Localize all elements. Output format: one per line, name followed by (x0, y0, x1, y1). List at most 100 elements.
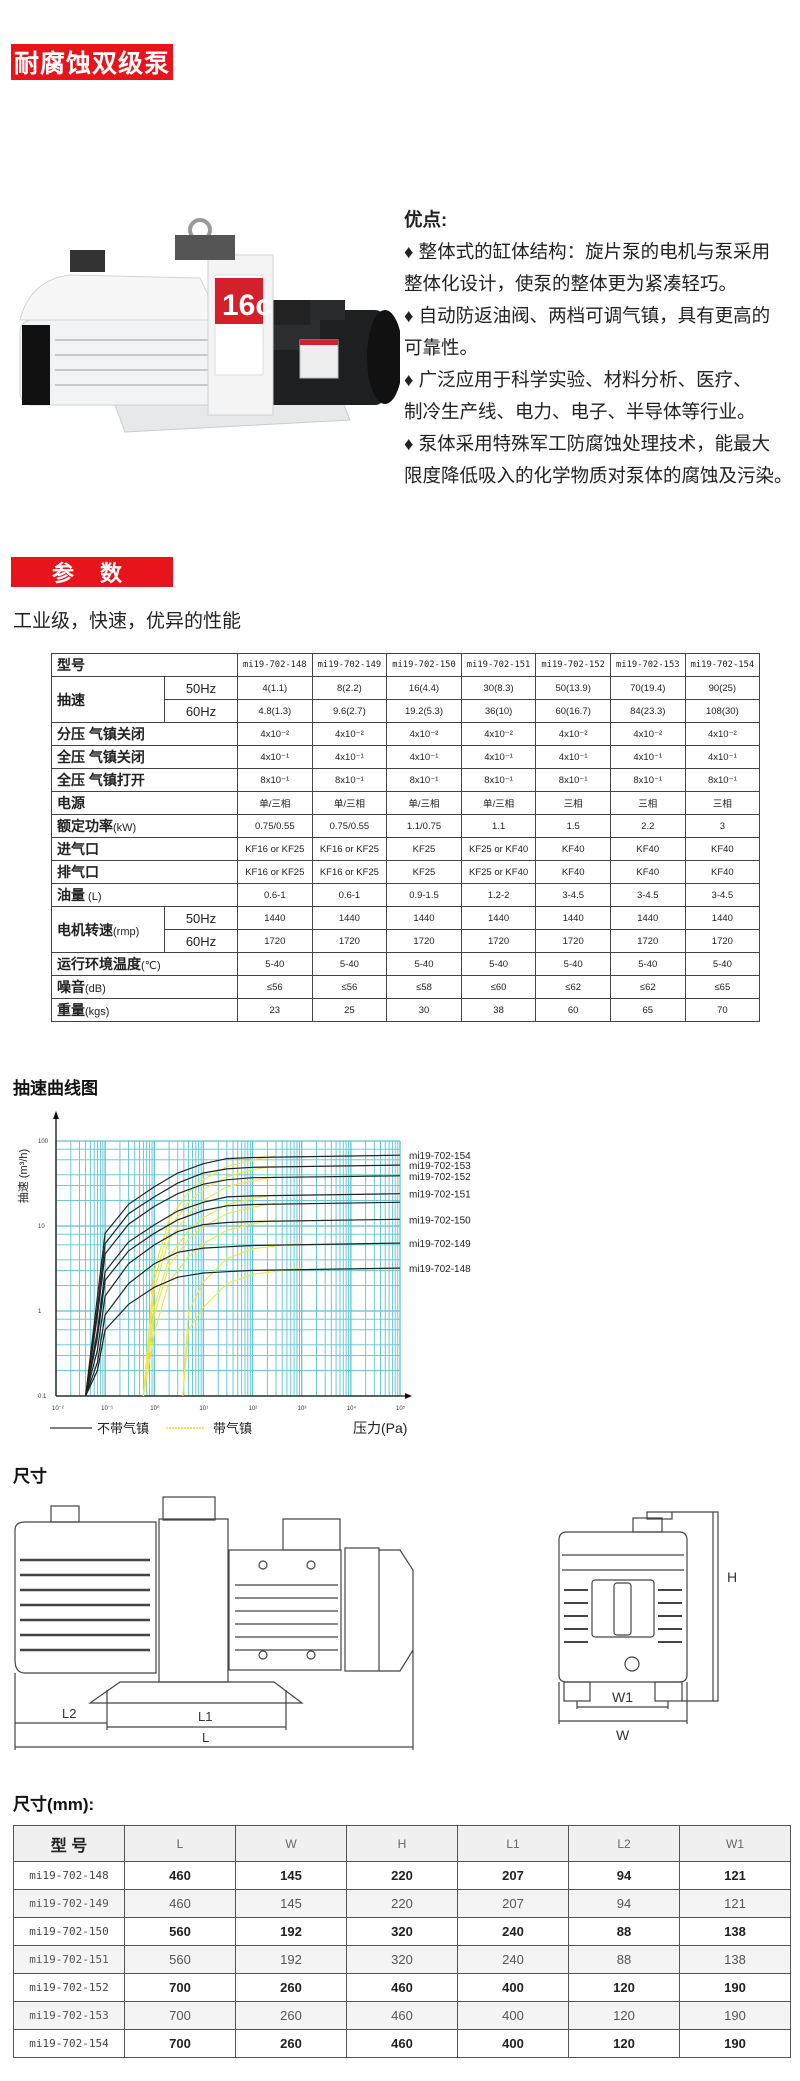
value-cell: 4x10⁻¹ (609, 745, 686, 769)
row-label-text: 全压 气镇打开 (57, 772, 145, 788)
value-cell: 23 (237, 998, 313, 1022)
series-line-no-gas-ballast (85, 1175, 401, 1397)
table-row: 电源 单/三相 单/三相 单/三相 单/三相 三相 三相 三相 (51, 791, 761, 815)
front-view-drawing: H W1 W (558, 1511, 737, 1743)
row-label: 重量(kgs) (51, 998, 238, 1022)
table-header-row: 型号 mi19-702-148 mi19-702-149 mi19-702-150 mi… (51, 653, 761, 677)
value-cell: 700 (124, 2029, 236, 2058)
table-row: 排气口 KF16 or KF25 KF16 or KF25 KF25 KF25 or K… (51, 860, 761, 884)
row-label-unit: (kW) (113, 822, 137, 834)
row-label-text: 电源 (57, 795, 85, 811)
value-cell: 108(30) (684, 699, 761, 723)
value-cell: ≤56 (237, 975, 313, 999)
y-axis-arrow-icon (53, 1111, 59, 1119)
value-cell: 4x10⁻² (684, 722, 761, 746)
value-cell: 70 (684, 998, 761, 1022)
value-cell: 1720 (386, 929, 462, 953)
value-cell: 单/三相 (311, 791, 388, 815)
table-row: 运行环境温度(℃) 5-40 5-40 5-40 5-40 5-40 5-40 5-40 (51, 952, 761, 976)
value-cell: KF16 or KF25 (237, 860, 313, 884)
advantages-block: 优点: ♦ 整体式的缸体结构：旋片泵的电机与泵采用 整体化设计，使泵的整体更为紧… (404, 204, 794, 492)
value-cell: 8x10⁻¹ (535, 768, 611, 792)
row-label: 油量 (L) (51, 883, 238, 907)
value-cell: 3-4.5 (609, 883, 686, 907)
table-row: mi19-702-150 560 192 320 240 88 138 (13, 1917, 791, 1946)
value-cell: 220 (346, 1861, 458, 1890)
model-cell: mi19-702-154 (684, 653, 761, 677)
value-cell: 192 (235, 1917, 347, 1946)
row-label: 分压 气镇关闭 (51, 722, 238, 746)
value-cell: 三相 (684, 791, 761, 815)
frequency-cell: 60Hz (164, 929, 238, 953)
pump-product-image: 16c (19, 218, 400, 433)
dim-label-l2: L2 (62, 1706, 76, 1721)
value-cell: 145 (235, 1889, 347, 1918)
value-cell: ≤62 (609, 975, 686, 999)
value-cell: 88 (568, 1917, 680, 1946)
y-tick-label: 100 (38, 1139, 49, 1145)
value-cell: 三相 (609, 791, 686, 815)
row-label-unit: (rmp) (113, 925, 140, 938)
value-cell: 94 (568, 1889, 680, 1918)
value-cell: 4x10⁻¹ (460, 745, 537, 769)
value-cell: 1.1/0.75 (386, 814, 462, 838)
series-label: mi19-702-154 (409, 1151, 471, 1162)
series-line-gas-ballast (142, 1219, 277, 1397)
row-label: 全压 气镇关闭 (51, 745, 238, 769)
advantage-line: 限度降低吸入的化学物质对泵体的腐蚀及污染。 (404, 465, 793, 486)
value-cell: 84(23.3) (609, 699, 686, 723)
series-label: mi19-702-152 (409, 1172, 471, 1183)
value-cell: 88 (568, 1945, 680, 1974)
advantage-line: ♦ 自动防返油阀、两档可调气镇，具有更高的 (404, 305, 771, 326)
value-cell: 1720 (535, 929, 611, 953)
value-cell: 4x10⁻¹ (684, 745, 761, 769)
x-tick-label: 10⁻² (52, 1406, 64, 1412)
x-tick-label: 10¹ (199, 1406, 208, 1412)
value-cell: 8x10⁻¹ (386, 768, 462, 792)
frequency-cell: 50Hz (164, 906, 238, 930)
model-cell: mi19-702-154 (13, 2029, 125, 2058)
value-cell: 60 (535, 998, 611, 1022)
value-cell: 0.6-1 (237, 883, 313, 907)
value-cell: 320 (346, 1945, 458, 1974)
column-header: L2 (568, 1825, 680, 1862)
row-label-unit: (kgs) (85, 1006, 110, 1018)
series-label: mi19-702-150 (409, 1215, 471, 1226)
table-row: mi19-702-153 700 260 460 400 120 190 (13, 2001, 791, 2030)
value-cell: 5-40 (460, 952, 537, 976)
y-tick-label: 0.1 (38, 1394, 47, 1400)
series-line-no-gas-ballast (85, 1201, 401, 1397)
value-cell: 1440 (535, 906, 611, 930)
value-cell: 4x10⁻² (535, 722, 611, 746)
table-row: mi19-702-149 460 145 220 207 94 121 (13, 1889, 791, 1918)
value-cell: 700 (124, 1973, 236, 2002)
value-cell: 260 (235, 2001, 347, 2030)
value-cell: ≤60 (460, 975, 537, 999)
series-line-no-gas-ballast (85, 1164, 401, 1397)
value-cell: 138 (679, 1917, 791, 1946)
pumping-speed-chart: 10⁻² 10⁻¹ 10⁰ 10¹ 10² 10³ 10⁴ 10⁵ 100 10 1 0.1 抽速 (m… (16, 1111, 471, 1436)
value-cell: 4x10⁻¹ (535, 745, 611, 769)
y-axis-label: 抽速 (m³/h) (16, 1149, 30, 1203)
model-label: 型号 (51, 653, 238, 677)
value-cell: 0.75/0.55 (311, 814, 388, 838)
legend-label: 不带气镇 (97, 1421, 149, 1436)
x-tick-label: 10⁵ (396, 1405, 406, 1412)
value-cell: 260 (235, 2029, 347, 2058)
value-cell: 240 (457, 1917, 569, 1946)
table-row: 电机转速(rmp) 50Hz 1440 1440 1440 1440 1440 1440 144… (51, 906, 761, 953)
model-cell: mi19-702-152 (535, 653, 611, 677)
advantage-line: 制冷生产线、电力、电子、半导体等行业。 (404, 401, 756, 422)
value-cell: 8(2.2) (311, 676, 388, 700)
value-cell: 700 (124, 2001, 236, 2030)
x-axis-label: 压力(Pa) (353, 1420, 407, 1436)
y-tick-label: 1 (38, 1309, 42, 1315)
dim-label-w1: W1 (612, 1689, 633, 1705)
value-cell: 400 (457, 1973, 569, 2002)
value-cell: 4x10⁻² (237, 722, 313, 746)
value-cell: 4x10⁻¹ (311, 745, 388, 769)
value-cell: 1720 (237, 929, 313, 953)
value-cell: 240 (457, 1945, 569, 1974)
value-cell: 220 (346, 1889, 458, 1918)
table-row: 全压 气镇关闭 4x10⁻¹ 4x10⁻¹ 4x10⁻¹ 4x10⁻¹ 4x10⁻¹ 4x1… (51, 745, 761, 769)
